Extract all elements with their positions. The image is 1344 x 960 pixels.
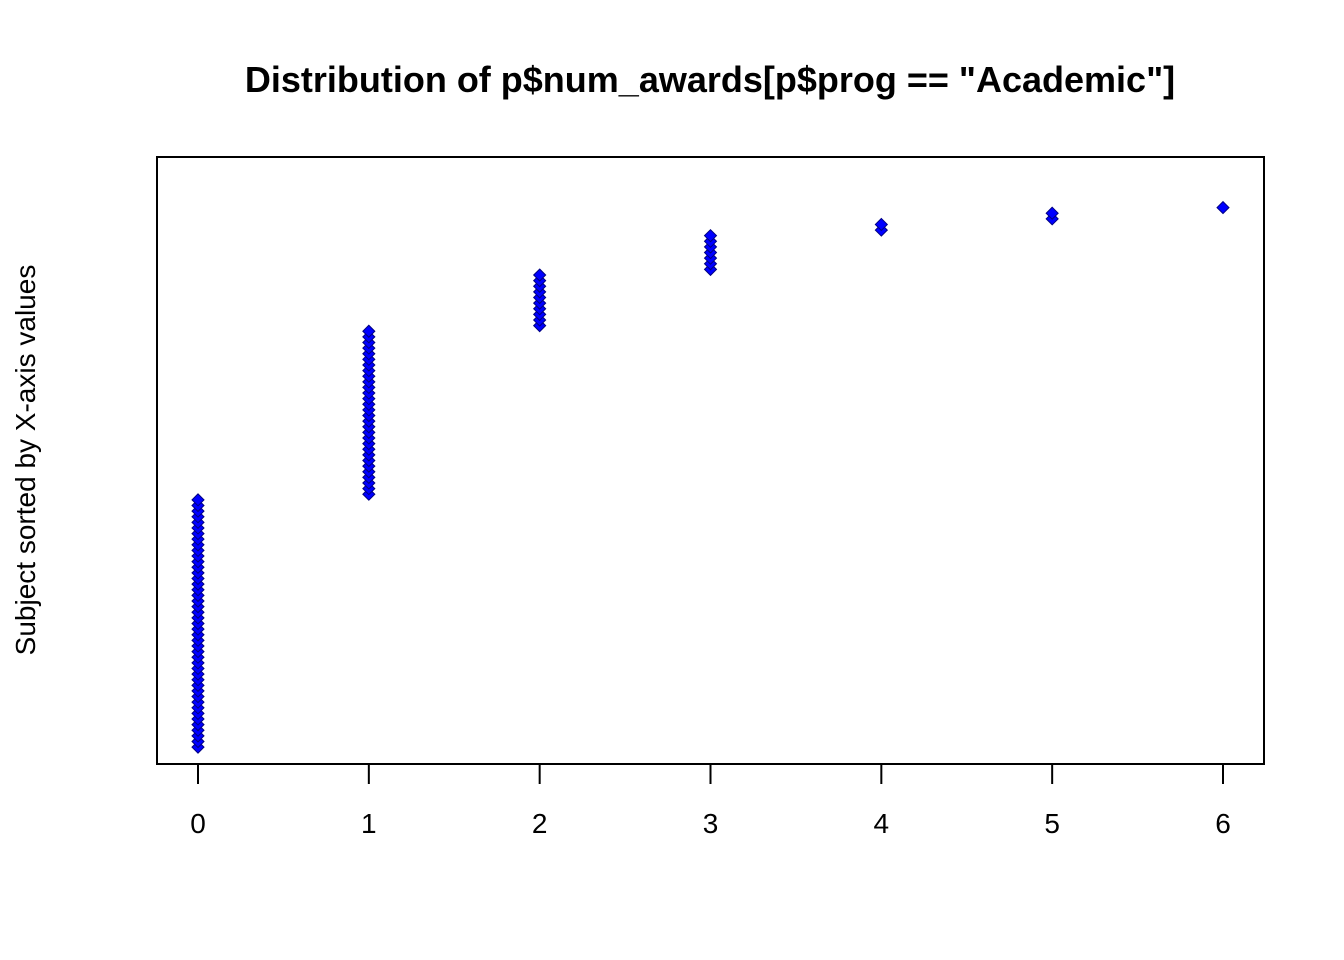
data-point xyxy=(703,228,718,243)
data-point xyxy=(362,324,376,338)
x-tick-label: 1 xyxy=(361,808,377,839)
x-tick-label: 4 xyxy=(874,808,890,839)
x-tick-label: 0 xyxy=(190,808,206,839)
x-tick-label: 5 xyxy=(1044,808,1060,839)
x-tick-label: 6 xyxy=(1215,808,1231,839)
data-points xyxy=(191,200,1230,754)
x-tick-label: 3 xyxy=(703,808,719,839)
chart-title: Distribution of p$num_awards[p$prog == "… xyxy=(245,59,1175,100)
x-tick-label: 2 xyxy=(532,808,548,839)
data-point xyxy=(1045,206,1059,220)
data-point xyxy=(1216,200,1230,215)
x-axis: 0 1 2 3 4 5 6 xyxy=(190,763,1231,839)
data-point xyxy=(191,493,205,507)
y-axis-label: Subject sorted by X-axis values xyxy=(10,265,41,656)
data-point xyxy=(532,268,547,282)
data-point xyxy=(874,217,889,232)
